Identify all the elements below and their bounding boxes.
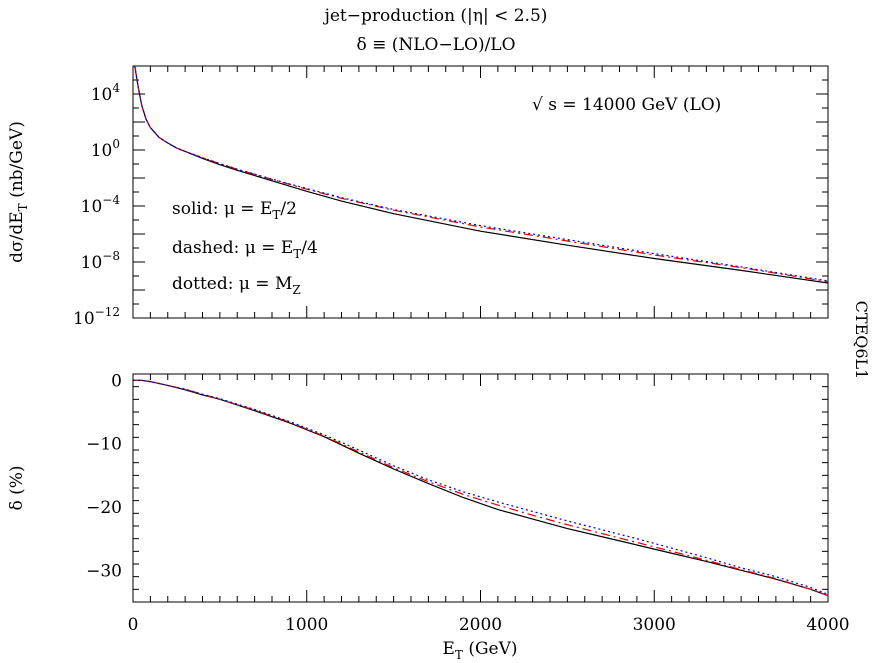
top-y-tick-label: 10−12	[73, 305, 120, 329]
legend-dashed: dashed: μ = ET/4	[172, 238, 318, 261]
x-tick-label: 3000	[633, 615, 676, 635]
top-y-tick-label: 100	[91, 137, 120, 161]
x-tick-label: 0	[128, 615, 139, 635]
x-tick-label: 2000	[459, 615, 502, 635]
bottom-series-solid	[133, 379, 829, 597]
top-y-tick-label: 104	[91, 81, 121, 105]
bottom-y-tick-label: 0	[111, 371, 122, 391]
top-series-dashed	[134, 65, 829, 283]
bottom-y-tick-label: −20	[86, 498, 122, 518]
x-axis-label: ET (GeV)	[442, 639, 517, 662]
top-series-dotted	[134, 65, 829, 282]
x-tick-label: 1000	[285, 615, 328, 635]
legend-solid: solid: μ = ET/2	[172, 199, 297, 222]
top-y-tick-label: 10−4	[81, 193, 121, 217]
top-y-axis-label: dσ/dET (nb/GeV)	[7, 121, 30, 263]
legend-dotted: dotted: μ = MZ	[172, 274, 301, 297]
side-label: CTEQ6L1	[852, 301, 871, 380]
title-line-2: δ ≡ (NLO−LO)/LO	[356, 35, 515, 55]
bottom-y-tick-label: −10	[86, 435, 122, 455]
bottom-series-dashed	[133, 379, 829, 597]
bottom-y-tick-label: −30	[86, 561, 122, 581]
bottom-y-axis-label: δ (%)	[7, 465, 27, 510]
top-y-tick-label: 10−8	[81, 249, 120, 273]
bottom-panel-frame	[132, 373, 829, 603]
energy-annotation: √ s = 14000 GeV (LO)	[532, 95, 721, 115]
bottom-series-dotted	[133, 379, 829, 595]
x-tick-label: 4000	[806, 615, 849, 635]
title-line-1: jet−production (|η| < 2.5)	[323, 6, 548, 26]
